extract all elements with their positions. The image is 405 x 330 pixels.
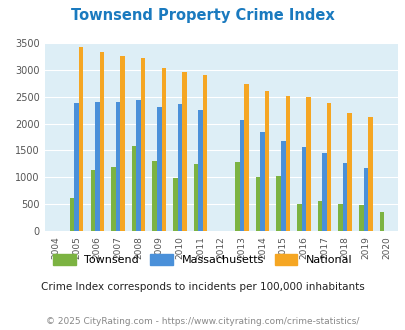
- Bar: [198, 110, 202, 231]
- Text: © 2025 CityRating.com - https://www.cityrating.com/crime-statistics/: © 2025 CityRating.com - https://www.city…: [46, 317, 359, 326]
- Text: Townsend Property Crime Index: Townsend Property Crime Index: [71, 8, 334, 23]
- Bar: [74, 103, 79, 231]
- Bar: [79, 47, 83, 231]
- Bar: [70, 198, 74, 231]
- Bar: [193, 164, 198, 231]
- Bar: [280, 141, 285, 231]
- Bar: [305, 97, 310, 231]
- Legend: Townsend, Massachusetts, National: Townsend, Massachusetts, National: [48, 248, 357, 271]
- Bar: [157, 107, 161, 231]
- Bar: [347, 113, 351, 231]
- Bar: [95, 102, 99, 231]
- Bar: [317, 201, 322, 231]
- Bar: [296, 204, 301, 231]
- Text: Crime Index corresponds to incidents per 100,000 inhabitants: Crime Index corresponds to incidents per…: [41, 282, 364, 292]
- Bar: [363, 168, 367, 231]
- Bar: [115, 102, 120, 231]
- Bar: [111, 167, 115, 231]
- Bar: [141, 58, 145, 231]
- Bar: [202, 75, 207, 231]
- Bar: [264, 91, 269, 231]
- Bar: [260, 132, 264, 231]
- Bar: [234, 162, 239, 231]
- Bar: [276, 176, 280, 231]
- Bar: [132, 146, 136, 231]
- Bar: [337, 204, 342, 231]
- Bar: [182, 72, 186, 231]
- Bar: [120, 56, 124, 231]
- Bar: [90, 170, 95, 231]
- Bar: [173, 178, 177, 231]
- Bar: [367, 117, 372, 231]
- Bar: [358, 205, 363, 231]
- Bar: [152, 161, 157, 231]
- Bar: [99, 52, 104, 231]
- Bar: [379, 212, 383, 231]
- Bar: [342, 163, 347, 231]
- Bar: [177, 104, 182, 231]
- Bar: [136, 100, 141, 231]
- Bar: [322, 153, 326, 231]
- Bar: [161, 68, 166, 231]
- Bar: [243, 84, 248, 231]
- Bar: [301, 147, 305, 231]
- Bar: [285, 96, 289, 231]
- Bar: [326, 103, 330, 231]
- Bar: [239, 120, 243, 231]
- Bar: [255, 177, 260, 231]
